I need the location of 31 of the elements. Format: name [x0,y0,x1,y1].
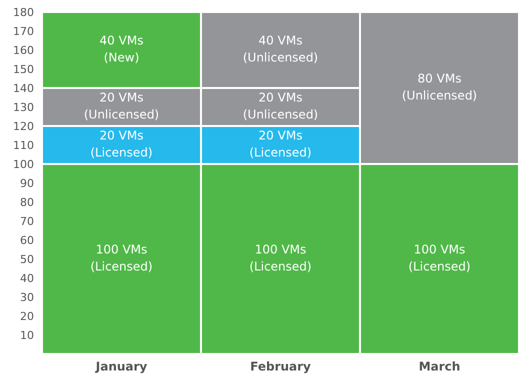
y-tick-label: 160 [13,44,34,57]
data-label: 100 VMs (Licensed) [408,242,471,274]
y-tick-label: 120 [13,120,34,133]
x-tick-label: January [94,360,148,374]
y-tick-label: 30 [20,290,34,304]
data-label: 100 VMs (Licensed) [249,242,312,274]
data-label: 80 VMs (Unlicensed) [402,72,478,103]
y-tick-label: 50 [20,252,34,266]
y-tick-label: 140 [13,82,34,95]
y-tick-label: 80 [20,196,34,209]
data-label: 20 VMs (Licensed) [249,128,312,160]
x-tick-label: March [418,360,460,374]
x-tick-label: February [250,360,312,374]
y-tick-label: 20 [20,310,34,323]
y-tick-label: 100 [13,158,34,171]
data-label: 20 VMs (Licensed) [90,128,153,160]
y-tick-label: 170 [13,24,34,38]
data-label: 100 VMs (Licensed) [90,242,153,274]
y-tick-label: 90 [20,176,34,190]
data-label: 40 VMs (New) [100,34,144,65]
y-tick-label: 130 [13,100,34,114]
y-tick-label: 150 [13,62,34,76]
data-label: 20 VMs (Unlicensed) [242,90,318,122]
y-tick-label: 180 [13,6,34,19]
y-tick-label: 60 [20,234,34,247]
data-label: 20 VMs (Unlicensed) [84,90,160,122]
y-tick-label: 110 [13,138,34,152]
data-label: 40 VMs (Unlicensed) [242,34,318,65]
y-tick-label: 10 [20,328,34,342]
y-tick-label: 40 [20,272,34,285]
y-tick-label: 70 [20,214,34,228]
